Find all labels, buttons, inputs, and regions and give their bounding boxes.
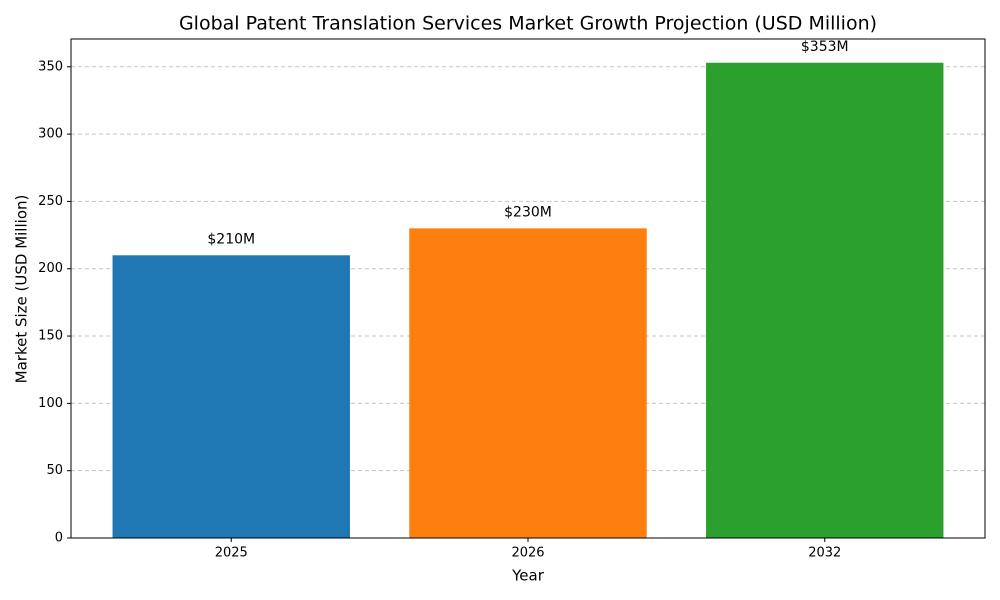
y-tick-label: 300	[38, 127, 63, 142]
value-label: $230M	[504, 204, 552, 220]
bar	[409, 228, 647, 538]
bar	[112, 255, 350, 538]
y-tick-label: 200	[38, 261, 63, 276]
y-tick-label: 250	[38, 194, 63, 209]
x-tick-label: 2032	[808, 546, 841, 561]
y-tick-label: 100	[38, 396, 63, 411]
y-tick-label: 350	[38, 59, 63, 74]
bar	[706, 62, 944, 539]
x-tick-label: 2026	[511, 546, 544, 561]
x-tick-label: 2025	[215, 546, 248, 561]
x-axis-label: Year	[511, 567, 545, 585]
y-tick-label: 50	[46, 463, 63, 478]
value-label: $353M	[801, 39, 849, 55]
value-label: $210M	[207, 231, 255, 247]
chart-title: Global Patent Translation Services Marke…	[179, 13, 877, 35]
y-axis-label: Market Size (USD Million)	[13, 195, 31, 384]
y-tick-label: 0	[55, 531, 63, 546]
plot-frame	[70, 38, 986, 539]
y-tick-label: 150	[38, 329, 63, 344]
